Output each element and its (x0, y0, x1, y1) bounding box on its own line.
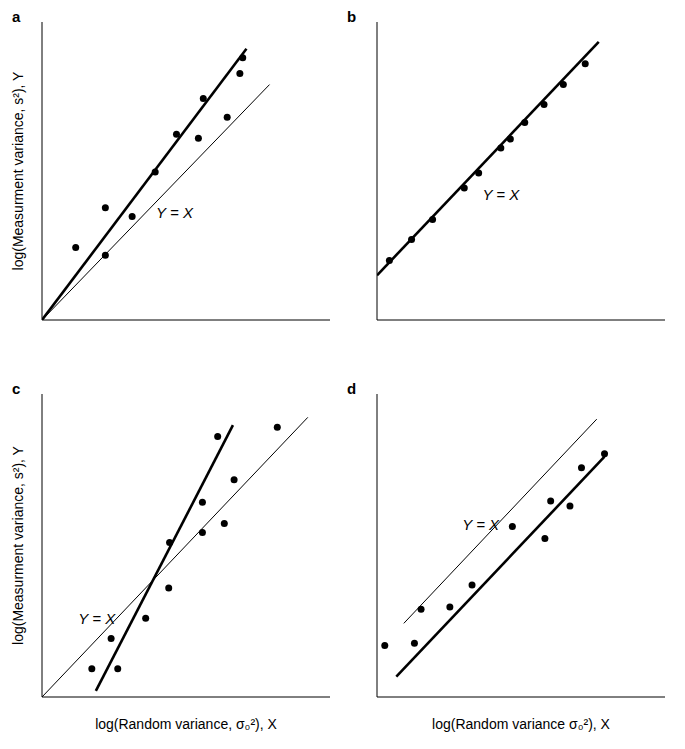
svg-text:Y = X: Y = X (482, 186, 520, 203)
svg-text:log(Measurment variance, s²),: log(Measurment variance, s²), Y (10, 71, 26, 271)
html-text:a: a (12, 8, 21, 25)
html-text:d: d (347, 380, 357, 397)
svg-text:Y = X: Y = X (156, 204, 194, 221)
html-text:b: b (347, 8, 357, 25)
svg-text:log(Random variance σ₀²), X: log(Random variance σ₀²), X (432, 716, 611, 732)
svg-text:Y = X: Y = X (78, 610, 116, 627)
html-text:c: c (12, 380, 21, 397)
svg-text:log(Measurment variance, s²),: log(Measurment variance, s²), Y (10, 445, 26, 645)
svg-text:Y = X: Y = X (462, 516, 500, 533)
svg-text:log(Random variance, σ₀²), X: log(Random variance, σ₀²), X (95, 716, 277, 732)
